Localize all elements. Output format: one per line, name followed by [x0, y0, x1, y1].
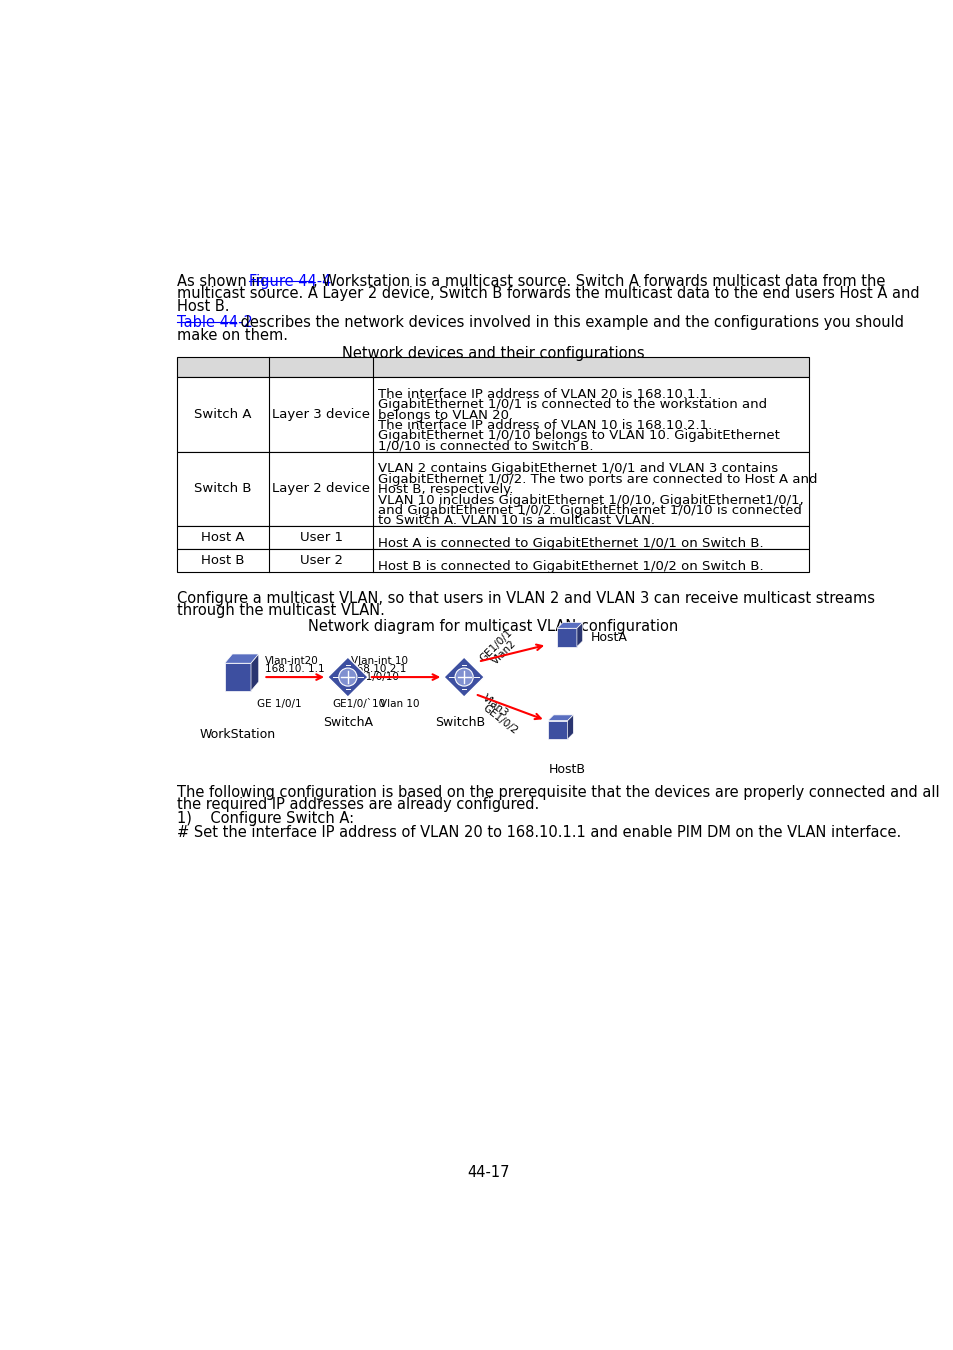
Text: through the multicast VLAN.: through the multicast VLAN.: [177, 603, 385, 618]
Text: SwitchA: SwitchA: [322, 716, 373, 729]
Text: describes the network devices involved in this example and the configurations yo: describes the network devices involved i…: [236, 315, 903, 329]
Text: Switch A: Switch A: [194, 408, 252, 421]
Text: Host B.: Host B.: [177, 298, 230, 313]
Bar: [177, 377, 808, 452]
Bar: [177, 452, 808, 526]
Text: SwitchB: SwitchB: [435, 716, 485, 729]
Polygon shape: [224, 663, 251, 691]
Text: GigabitEthernet 1/0/1 is connected to the workstation and: GigabitEthernet 1/0/1 is connected to th…: [377, 398, 766, 412]
Text: GigabitEthernet 1/0/10 belongs to VLAN 10. GigabitEthernet: GigabitEthernet 1/0/10 belongs to VLAN 1…: [377, 429, 779, 443]
Polygon shape: [443, 657, 484, 697]
Polygon shape: [547, 716, 573, 721]
Text: Host B: Host B: [201, 554, 245, 567]
Text: HostB: HostB: [548, 763, 585, 776]
Text: VLAN 10 includes GigabitEthernet 1/0/10, GigabitEthernet1/0/1,: VLAN 10 includes GigabitEthernet 1/0/10,…: [377, 494, 802, 506]
Text: make on them.: make on them.: [177, 328, 288, 343]
Text: 44-17: 44-17: [467, 1165, 510, 1180]
Text: WorkStation: WorkStation: [199, 728, 275, 741]
Text: GE1/0/`10: GE1/0/`10: [332, 699, 385, 709]
Text: Table 44-2: Table 44-2: [177, 315, 253, 329]
Text: Host A is connected to GigabitEthernet 1/0/1 on Switch B.: Host A is connected to GigabitEthernet 1…: [377, 537, 762, 551]
Text: Host B, respectively.: Host B, respectively.: [377, 483, 513, 497]
Bar: [177, 549, 808, 571]
Text: GE1/0/2: GE1/0/2: [480, 702, 519, 736]
Text: the required IP addresses are already configured.: the required IP addresses are already co…: [177, 798, 539, 813]
Text: # Set the interface IP address of VLAN 20 to 168.10.1.1 and enable PIM DM on the: # Set the interface IP address of VLAN 2…: [177, 825, 901, 840]
Polygon shape: [557, 628, 577, 647]
Text: Host A: Host A: [201, 531, 245, 544]
Bar: [177, 356, 808, 377]
Text: Vlan-int 10: Vlan-int 10: [351, 656, 408, 666]
Text: GE1/0/1: GE1/0/1: [477, 626, 514, 663]
Text: multicast source. A Layer 2 device, Switch B forwards the multicast data to the : multicast source. A Layer 2 device, Swit…: [177, 286, 919, 301]
Text: The following configuration is based on the prerequisite that the devices are pr: The following configuration is based on …: [177, 784, 939, 801]
Text: User 1: User 1: [299, 531, 342, 544]
Text: Switch B: Switch B: [194, 482, 252, 495]
Text: Vlan-int20: Vlan-int20: [265, 656, 318, 666]
Polygon shape: [251, 653, 258, 691]
Polygon shape: [557, 622, 582, 628]
Text: Vlan 10: Vlan 10: [380, 699, 419, 709]
Text: The interface IP address of VLAN 10 is 168.10.2.1.: The interface IP address of VLAN 10 is 1…: [377, 418, 711, 432]
Bar: [177, 526, 808, 549]
Polygon shape: [577, 622, 582, 647]
Polygon shape: [547, 721, 567, 740]
Text: 1/0/10 is connected to Switch B.: 1/0/10 is connected to Switch B.: [377, 440, 593, 452]
Text: Vlan2: Vlan2: [490, 639, 518, 667]
Text: to Switch A. VLAN 10 is a multicast VLAN.: to Switch A. VLAN 10 is a multicast VLAN…: [377, 514, 654, 528]
Text: belongs to VLAN 20.: belongs to VLAN 20.: [377, 409, 513, 421]
Text: HostA: HostA: [590, 630, 627, 644]
Text: Configure a multicast VLAN, so that users in VLAN 2 and VLAN 3 can receive multi: Configure a multicast VLAN, so that user…: [177, 590, 875, 606]
Circle shape: [455, 668, 473, 686]
Text: 168.10. 1.1: 168.10. 1.1: [265, 664, 324, 674]
Text: GigabitEthernet 1/0/2. The two ports are connected to Host A and: GigabitEthernet 1/0/2. The two ports are…: [377, 472, 817, 486]
Text: GE 1/0/1: GE 1/0/1: [257, 699, 301, 709]
Polygon shape: [567, 716, 573, 740]
Text: GE1/0/10: GE1/0/10: [351, 672, 398, 682]
Text: , Workstation is a multicast source. Switch A forwards multicast data from the: , Workstation is a multicast source. Swi…: [313, 274, 884, 289]
Polygon shape: [328, 657, 368, 697]
Text: The interface IP address of VLAN 20 is 168.10.1.1.: The interface IP address of VLAN 20 is 1…: [377, 387, 711, 401]
Text: Figure 44-4: Figure 44-4: [249, 274, 331, 289]
Text: Network diagram for multicast VLAN configuration: Network diagram for multicast VLAN confi…: [308, 620, 678, 634]
Text: User 2: User 2: [299, 554, 342, 567]
Text: Layer 3 device: Layer 3 device: [272, 408, 370, 421]
Text: As shown in: As shown in: [177, 274, 270, 289]
Text: Layer 2 device: Layer 2 device: [272, 482, 370, 495]
Text: and GigabitEthernet 1/0/2. GigabitEthernet 1/0/10 is connected: and GigabitEthernet 1/0/2. GigabitEthern…: [377, 504, 801, 517]
Text: 168.10.2.1: 168.10.2.1: [351, 664, 407, 674]
Text: 1)    Configure Switch A:: 1) Configure Switch A:: [177, 811, 355, 826]
Circle shape: [338, 668, 356, 686]
Polygon shape: [224, 653, 258, 663]
Text: Vlan3: Vlan3: [480, 693, 510, 718]
Text: Host B is connected to GigabitEthernet 1/0/2 on Switch B.: Host B is connected to GigabitEthernet 1…: [377, 560, 762, 572]
Text: Network devices and their configurations: Network devices and their configurations: [341, 347, 644, 362]
Text: VLAN 2 contains GigabitEthernet 1/0/1 and VLAN 3 contains: VLAN 2 contains GigabitEthernet 1/0/1 an…: [377, 463, 777, 475]
